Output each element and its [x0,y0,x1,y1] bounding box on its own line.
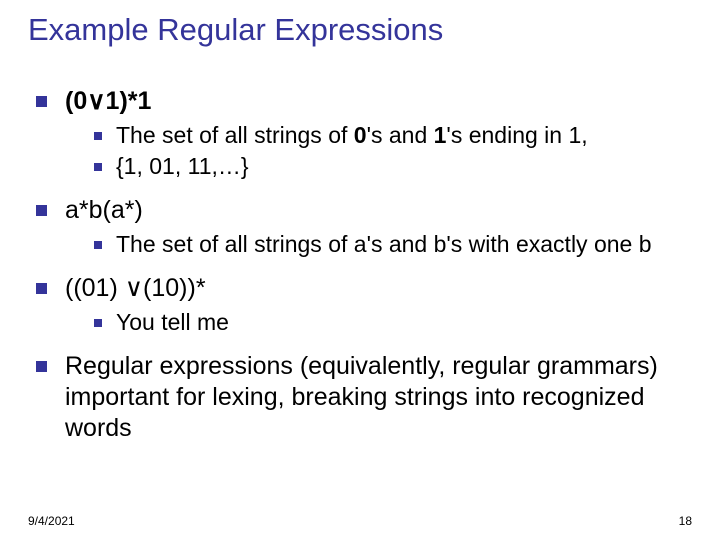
footer-date: 9/4/2021 [28,514,75,528]
sub-item-text: The set of all strings of 0's and 1's en… [116,121,588,150]
label-part: ((01) [65,274,125,302]
text-run: 's and [367,122,434,148]
label-part: 1)*1 [106,87,152,115]
sub-list: You tell me [36,308,692,337]
item-label: Regular expressions (equivalently, regul… [65,351,692,445]
footer-page-number: 18 [679,514,692,528]
sub-list-item: You tell me [94,308,692,337]
square-bullet-icon [36,96,47,107]
text-bold: 0 [354,122,367,148]
sub-list-item: The set of all strings of a's and b's wi… [94,230,692,259]
square-bullet-icon [94,319,102,327]
list-item: (0∨1)*1 [36,86,692,117]
list-item: a*b(a*) [36,195,692,226]
or-symbol: ∨ [125,274,143,302]
label-part: (0 [65,87,87,115]
footer: 9/4/2021 18 [28,514,692,528]
content: (0∨1)*1 The set of all strings of 0's an… [28,86,692,445]
slide: Example Regular Expressions (0∨1)*1 The … [0,0,720,540]
text-run: 's ending in 1, [446,122,587,148]
label-part: (10))* [143,274,206,302]
text-bold: 1 [434,122,447,148]
square-bullet-icon [94,241,102,249]
square-bullet-icon [36,283,47,294]
square-bullet-icon [36,205,47,216]
sub-list-item: The set of all strings of 0's and 1's en… [94,121,692,150]
square-bullet-icon [94,132,102,140]
list-item: Regular expressions (equivalently, regul… [36,351,692,445]
item-label: (0∨1)*1 [65,86,151,117]
sub-list: The set of all strings of 0's and 1's en… [36,121,692,181]
sub-list: The set of all strings of a's and b's wi… [36,230,692,259]
text-run: The set of all strings of [116,122,354,148]
slide-title: Example Regular Expressions [28,12,692,48]
square-bullet-icon [36,361,47,372]
item-label: ((01) ∨(10))* [65,273,206,304]
sub-list-item: {1, 01, 11,…} [94,152,692,181]
sub-item-text: {1, 01, 11,…} [116,152,249,181]
square-bullet-icon [94,163,102,171]
or-symbol: ∨ [87,87,105,115]
item-label: a*b(a*) [65,195,143,226]
list-item: ((01) ∨(10))* [36,273,692,304]
sub-item-text: The set of all strings of a's and b's wi… [116,230,652,259]
sub-item-text: You tell me [116,308,229,337]
